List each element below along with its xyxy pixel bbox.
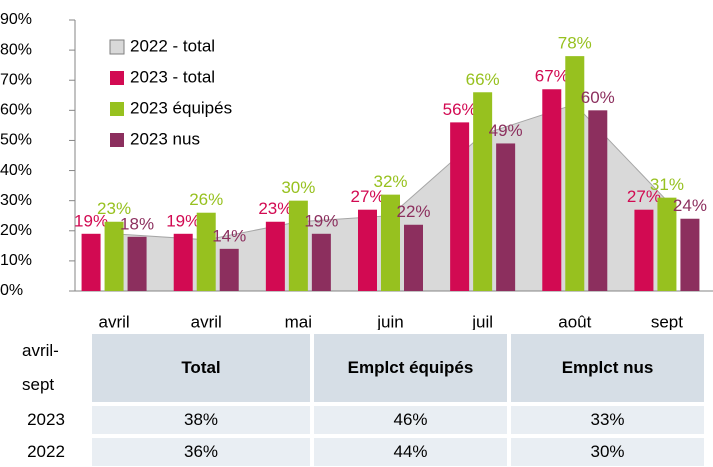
x-tick-label: juin [376,312,403,330]
bar [265,221,285,291]
summary-table: avril-sept Total Emplct équipés Emplct n… [0,330,708,467]
header-cell: Total [92,334,310,402]
data-label: 31% [650,175,684,194]
x-tick-label: juil [471,312,493,330]
legend-swatch [110,102,124,116]
chart: 0%10%20%30%40%50%60%70%80%90%avril19%23%… [0,11,713,330]
y-tick-label: 70% [0,71,32,88]
legend-label: 2023 nus [130,129,200,148]
bar [473,92,493,292]
data-label: 78% [558,34,592,53]
y-tick-label: 50% [0,132,32,149]
data-label: 67% [535,67,569,86]
legend-swatch [110,133,124,147]
legend-swatch [109,39,125,55]
bar [81,233,101,291]
data-label: 66% [466,70,500,89]
row-label: 2022 [27,442,65,461]
corner-label: avril-sept [22,341,59,394]
bar [404,224,423,291]
y-tick-label: 0% [0,282,23,299]
cell: 44% [314,438,507,466]
bar [450,122,470,291]
y-tick-label: 10% [0,252,32,269]
cell: 46% [314,406,507,434]
data-label: 22% [396,202,430,221]
data-label: 23% [97,199,131,218]
bar [381,194,400,291]
data-label: 32% [373,172,407,191]
legend-swatch [110,71,124,85]
bar [288,200,308,291]
bar [496,143,516,291]
bar [173,233,193,291]
data-label: 19% [166,211,200,230]
bar [542,89,562,291]
data-label: 27% [627,187,661,206]
cell: 36% [92,438,310,466]
data-label: 49% [489,121,523,140]
corner-cell: avril-sept [4,334,88,402]
y-tick-label: 20% [0,222,32,239]
row-label: 2023 [27,410,65,429]
data-label: 26% [189,190,223,209]
data-label: 56% [443,100,477,119]
cell: 30% [511,438,704,466]
bar [127,236,147,291]
bar [196,212,216,291]
cell: 33% [511,406,704,434]
y-tick-label: 40% [0,162,32,179]
data-label: 27% [350,187,384,206]
bar [680,218,700,291]
y-tick-label: 60% [0,102,32,119]
data-label: 30% [281,178,315,197]
y-tick-label: 90% [0,11,32,28]
bar [104,221,124,291]
legend-label: 2022 - total [130,36,215,55]
x-tick-label: août [558,312,591,330]
bar [634,209,654,291]
header-cell: Emplct équipés [314,334,507,402]
legend-label: 2023 - total [130,67,215,86]
bar [565,56,585,292]
data-label: 19% [74,211,108,230]
data-label: 18% [120,214,154,233]
x-tick-label: mai [285,312,312,330]
x-tick-label: avril [191,312,222,330]
data-label: 23% [258,199,292,218]
y-tick-label: 30% [0,192,32,209]
bar [311,233,331,291]
bar [219,248,239,291]
x-tick-label: avril [98,312,129,330]
bar [657,197,677,291]
data-label: 19% [304,211,338,230]
bar [588,110,608,291]
data-label: 14% [212,226,246,245]
legend-label: 2023 équipés [130,98,232,117]
header-cell: Emplct nus [511,334,704,402]
y-tick-label: 80% [0,41,32,58]
data-label: 24% [673,196,707,215]
x-tick-label: sept [651,312,683,330]
cell: 38% [92,406,310,434]
bar [358,209,377,291]
data-label: 60% [581,88,615,107]
